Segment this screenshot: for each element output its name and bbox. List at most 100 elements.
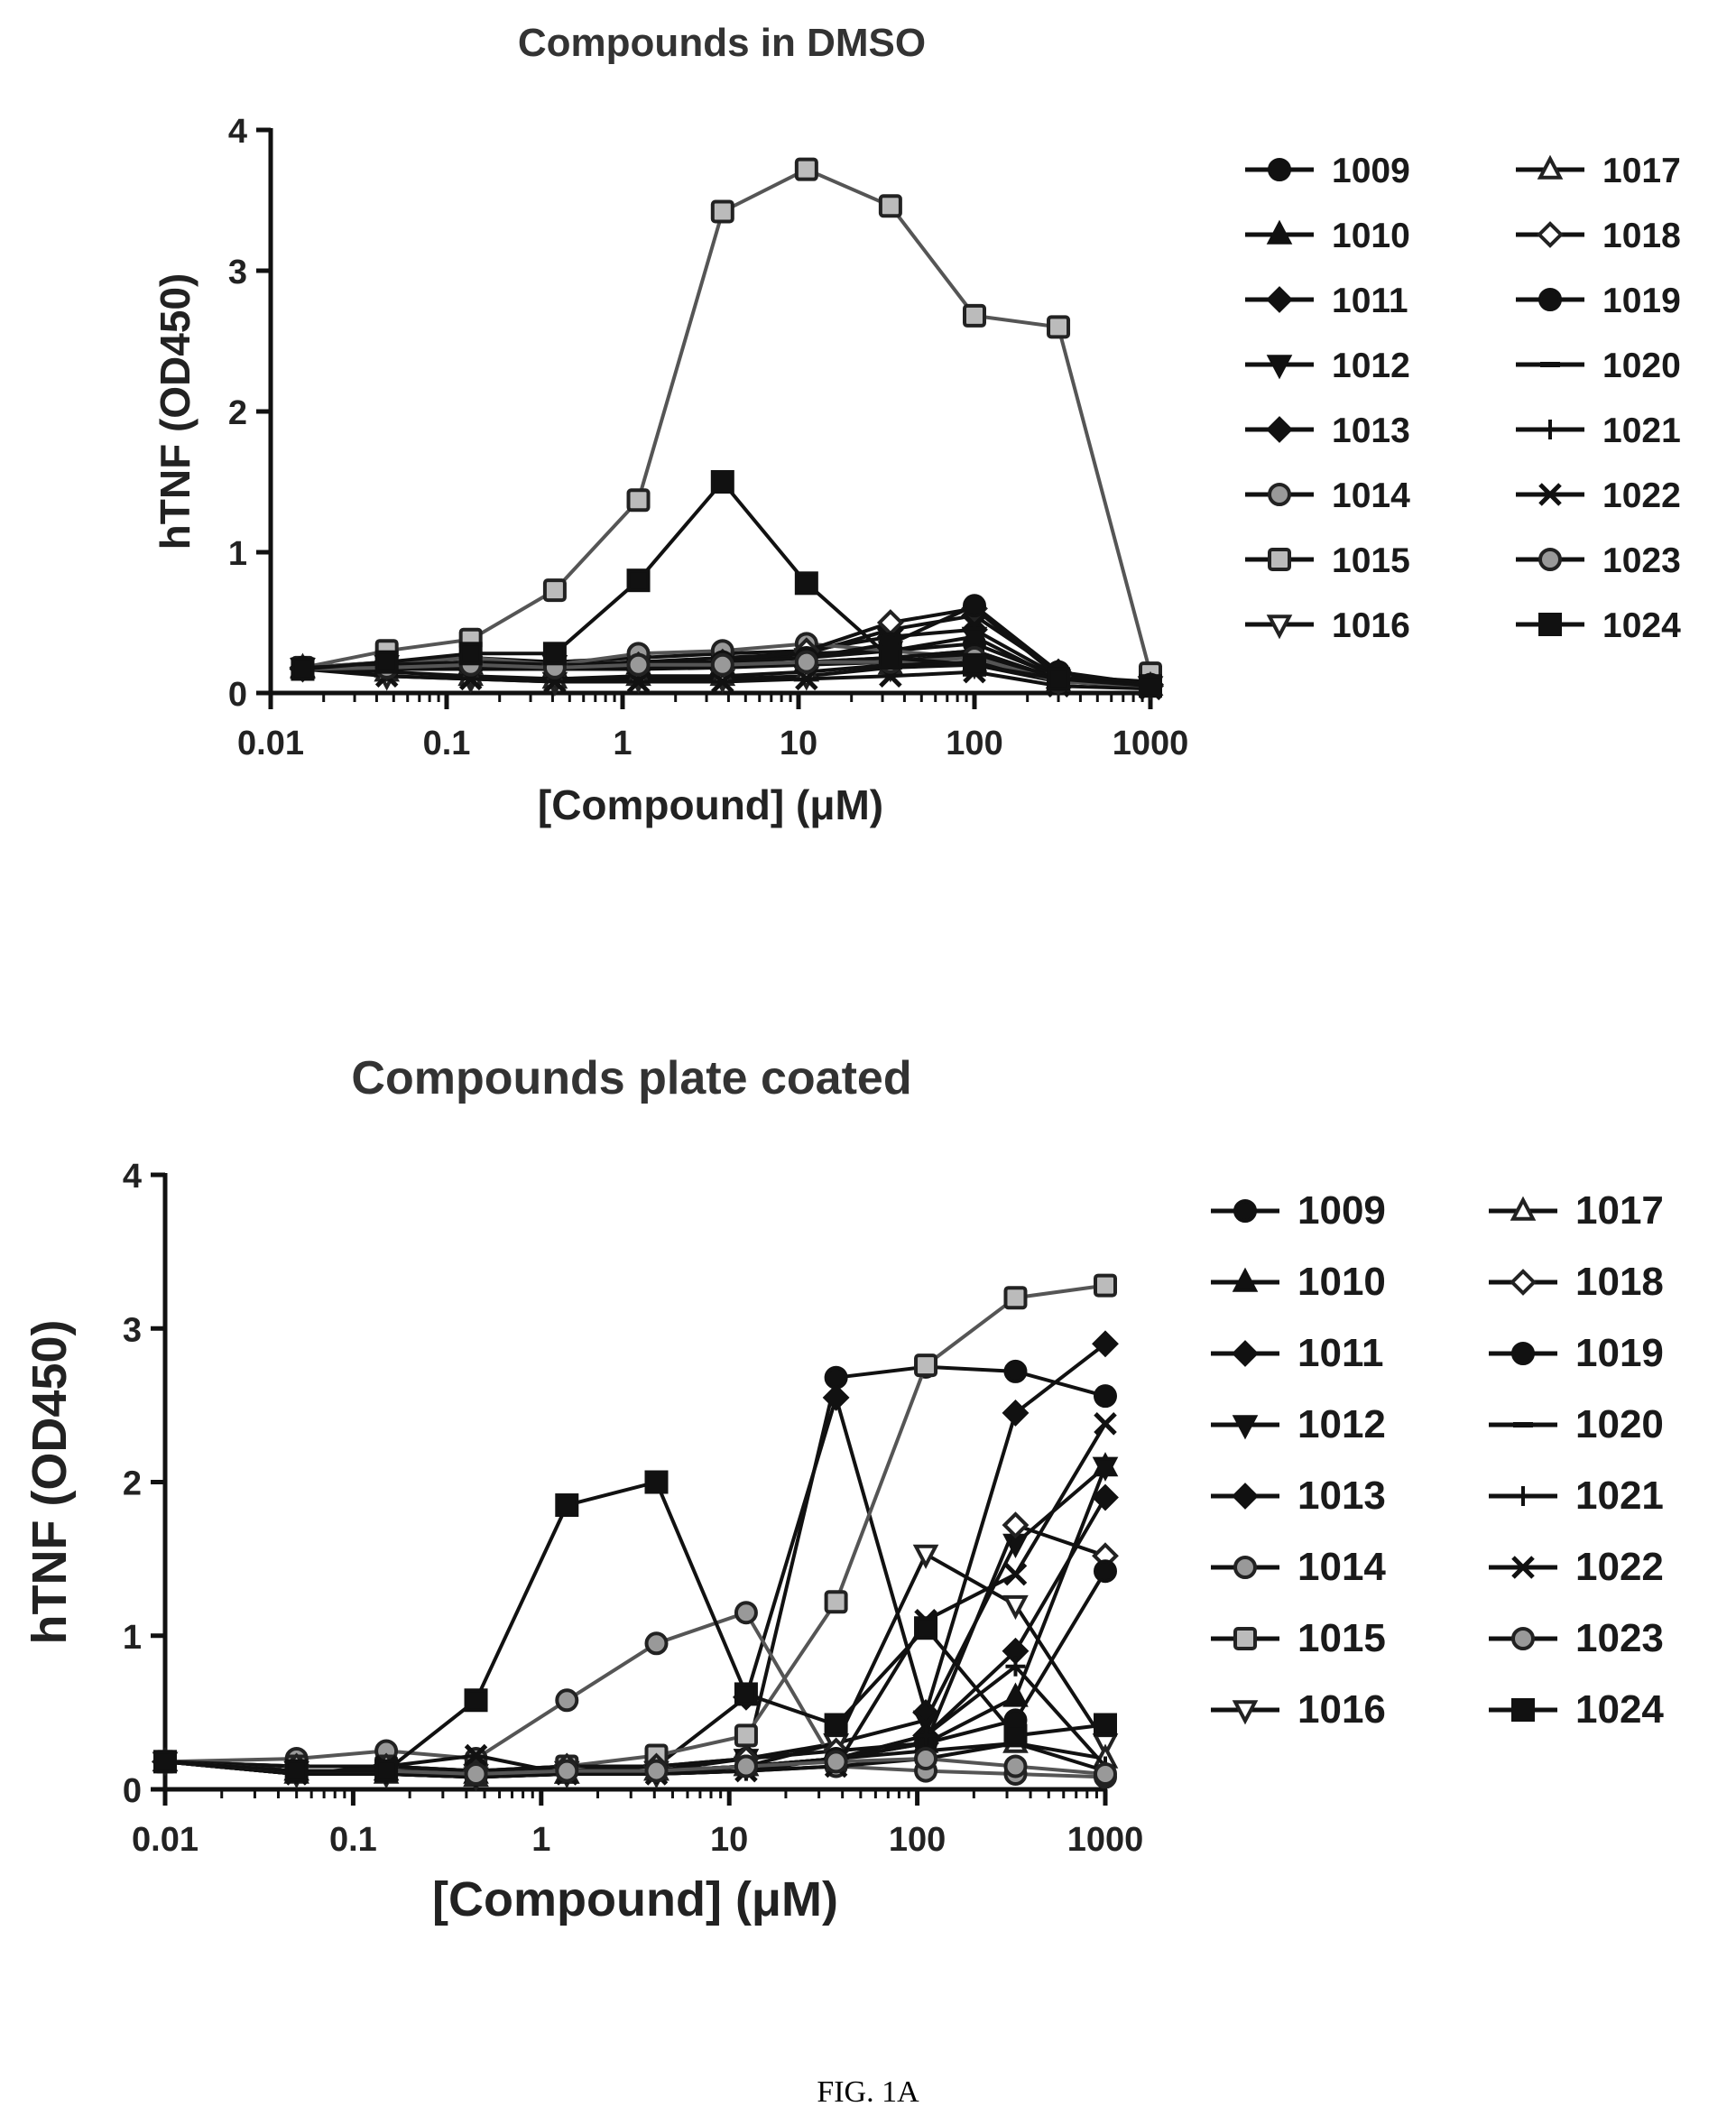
data-point-1016: [1002, 1594, 1029, 1621]
data-point-1022: [1094, 1412, 1117, 1436]
series-line-1010: [164, 1465, 1107, 1776]
legend-item-1013: 1013: [1211, 1474, 1386, 1518]
legend-label: 1020: [1575, 1402, 1664, 1446]
legend-label: 1022: [1602, 476, 1681, 515]
legend-item-1017: 1017: [1489, 1188, 1664, 1233]
legend: 1009 1010 1011 1012 1013 1014 1015 1016 1017 1018…: [1211, 1188, 1664, 1732]
data-point-1013: [822, 1383, 850, 1411]
legend-label: 1021: [1575, 1474, 1664, 1518]
data-point-1022: [795, 667, 818, 691]
legend-label: 1011: [1332, 282, 1408, 320]
data-point-1023: [710, 652, 734, 677]
data-point-1023: [1003, 1754, 1028, 1779]
data-point-1023: [914, 1746, 938, 1770]
x-tick-label: 0.1: [423, 725, 471, 762]
series-1015: [153, 1273, 1117, 1783]
chart-compounds-in-dmso: Compounds in DMSO 0 1 2 3 4 0.01 0.1 1 10 100 1000 […: [152, 21, 1681, 828]
legend-label: 1015: [1297, 1616, 1386, 1660]
legend-item-1024: 1024: [1489, 1687, 1664, 1732]
series-1015: [291, 157, 1162, 686]
legend-label: 1018: [1575, 1260, 1664, 1304]
legend-marker-1017: [1537, 154, 1564, 180]
legend-item-1016: 1016: [1211, 1687, 1386, 1732]
data-point-1024: [710, 470, 734, 494]
data-point-1014: [644, 1631, 669, 1656]
data-point-1014: [734, 1601, 758, 1625]
legend-label: 1009: [1332, 152, 1410, 190]
data-point-1021: [916, 1725, 937, 1746]
legend-marker-1016: [1232, 1700, 1259, 1725]
legend-label: 1017: [1602, 152, 1681, 190]
legend-item-1011: 1011: [1211, 1331, 1383, 1375]
legend-marker-1016: [1266, 614, 1293, 640]
y-tick-label: 0: [123, 1772, 142, 1810]
data-point-1015: [1003, 1286, 1028, 1310]
data-point-1016: [912, 1544, 939, 1569]
legend-label: 1017: [1575, 1188, 1664, 1233]
data-point-1015: [1094, 1273, 1117, 1298]
legend-label: 1015: [1332, 541, 1410, 580]
series-line-1009: [164, 1364, 1106, 1773]
data-point-1024: [914, 1616, 938, 1640]
data-point-1024: [734, 1682, 758, 1706]
data-point-1024: [284, 1759, 309, 1783]
data-point-1024: [291, 657, 315, 681]
legend-label: 1019: [1575, 1331, 1664, 1375]
legend-marker-1021: [1540, 420, 1560, 439]
legend-item-1010: 1010: [1211, 1260, 1386, 1304]
figure-caption: FIG. 1A: [817, 2075, 919, 2109]
legend-label: 1024: [1575, 1687, 1664, 1732]
data-point-1023: [824, 1750, 848, 1774]
legend-marker-1018: [1510, 1269, 1537, 1296]
data-point-1009: [1003, 1359, 1028, 1383]
legend-item-1016: 1016: [1245, 606, 1410, 645]
series-1012: [152, 1456, 1119, 1789]
data-point-1024: [153, 1750, 177, 1774]
x-tick-label: 1: [613, 725, 632, 762]
legend-marker-1017: [1510, 1196, 1537, 1221]
legend-item-1015: 1015: [1245, 541, 1410, 580]
data-point-1011: [1092, 1483, 1119, 1511]
legend-marker-1010: [1232, 1267, 1259, 1292]
legend-label: 1019: [1602, 282, 1681, 320]
chart-compounds-plate-coated: Compounds plate coated 0 1 2 3 4 0.01 0.1 1 10 100…: [23, 1052, 1664, 1926]
data-point-1009: [1094, 1384, 1117, 1409]
legend-marker-1013: [1232, 1483, 1259, 1510]
x-tick-label: 1: [531, 1821, 550, 1859]
y-tick-label: 4: [228, 113, 247, 151]
legend-item-1010: 1010: [1245, 217, 1410, 255]
legend-marker-1019: [1511, 1342, 1535, 1365]
y-tick-label: 3: [228, 254, 247, 291]
y-tick-label: 0: [228, 676, 247, 714]
y-axis-label: hTNF (OD450): [152, 273, 199, 550]
data-point-1015: [878, 194, 902, 218]
data-point-1015: [963, 303, 986, 328]
legend-label: 1024: [1602, 606, 1681, 645]
legend-marker-1018: [1537, 221, 1564, 248]
legend-label: 1020: [1602, 346, 1681, 385]
legend-marker-1009: [1268, 158, 1291, 181]
legend-marker-1023: [1511, 1627, 1535, 1650]
data-point-1024: [542, 642, 567, 666]
legend-marker-1024: [1511, 1698, 1535, 1722]
legend-label: 1010: [1297, 1260, 1386, 1304]
data-point-1023: [734, 1754, 758, 1779]
y-tick-label: 2: [228, 394, 247, 432]
legend-label: 1022: [1575, 1545, 1664, 1589]
legend-item-1012: 1012: [1245, 346, 1410, 385]
legend-item-1020: 1020: [1516, 346, 1681, 385]
legend-item-1014: 1014: [1245, 476, 1410, 515]
legend-label: 1013: [1332, 411, 1410, 450]
series-1024: [153, 1470, 1117, 1783]
data-point-1024: [1139, 674, 1162, 698]
legend-marker-1013: [1266, 416, 1293, 443]
legend-marker-1012: [1232, 1415, 1259, 1440]
y-tick-label: 1: [228, 535, 247, 573]
legend-item-1018: 1018: [1489, 1260, 1664, 1304]
legend-label: 1014: [1332, 476, 1410, 515]
data-point-1018: [1002, 1511, 1030, 1539]
series-line-1015: [302, 167, 1152, 674]
legend-item-1019: 1019: [1489, 1331, 1664, 1375]
data-point-1024: [374, 650, 399, 674]
